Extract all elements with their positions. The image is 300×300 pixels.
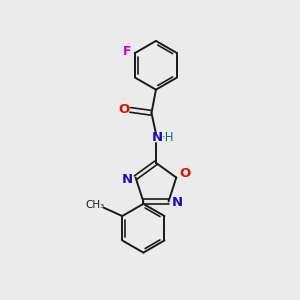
Text: ·H: ·H [162, 131, 174, 144]
Text: N: N [122, 172, 133, 186]
Text: O: O [179, 167, 190, 180]
Text: O: O [118, 103, 130, 116]
Text: F: F [123, 45, 132, 58]
Text: CH₃: CH₃ [85, 200, 104, 210]
Text: N: N [152, 131, 163, 144]
Text: N: N [171, 196, 182, 209]
